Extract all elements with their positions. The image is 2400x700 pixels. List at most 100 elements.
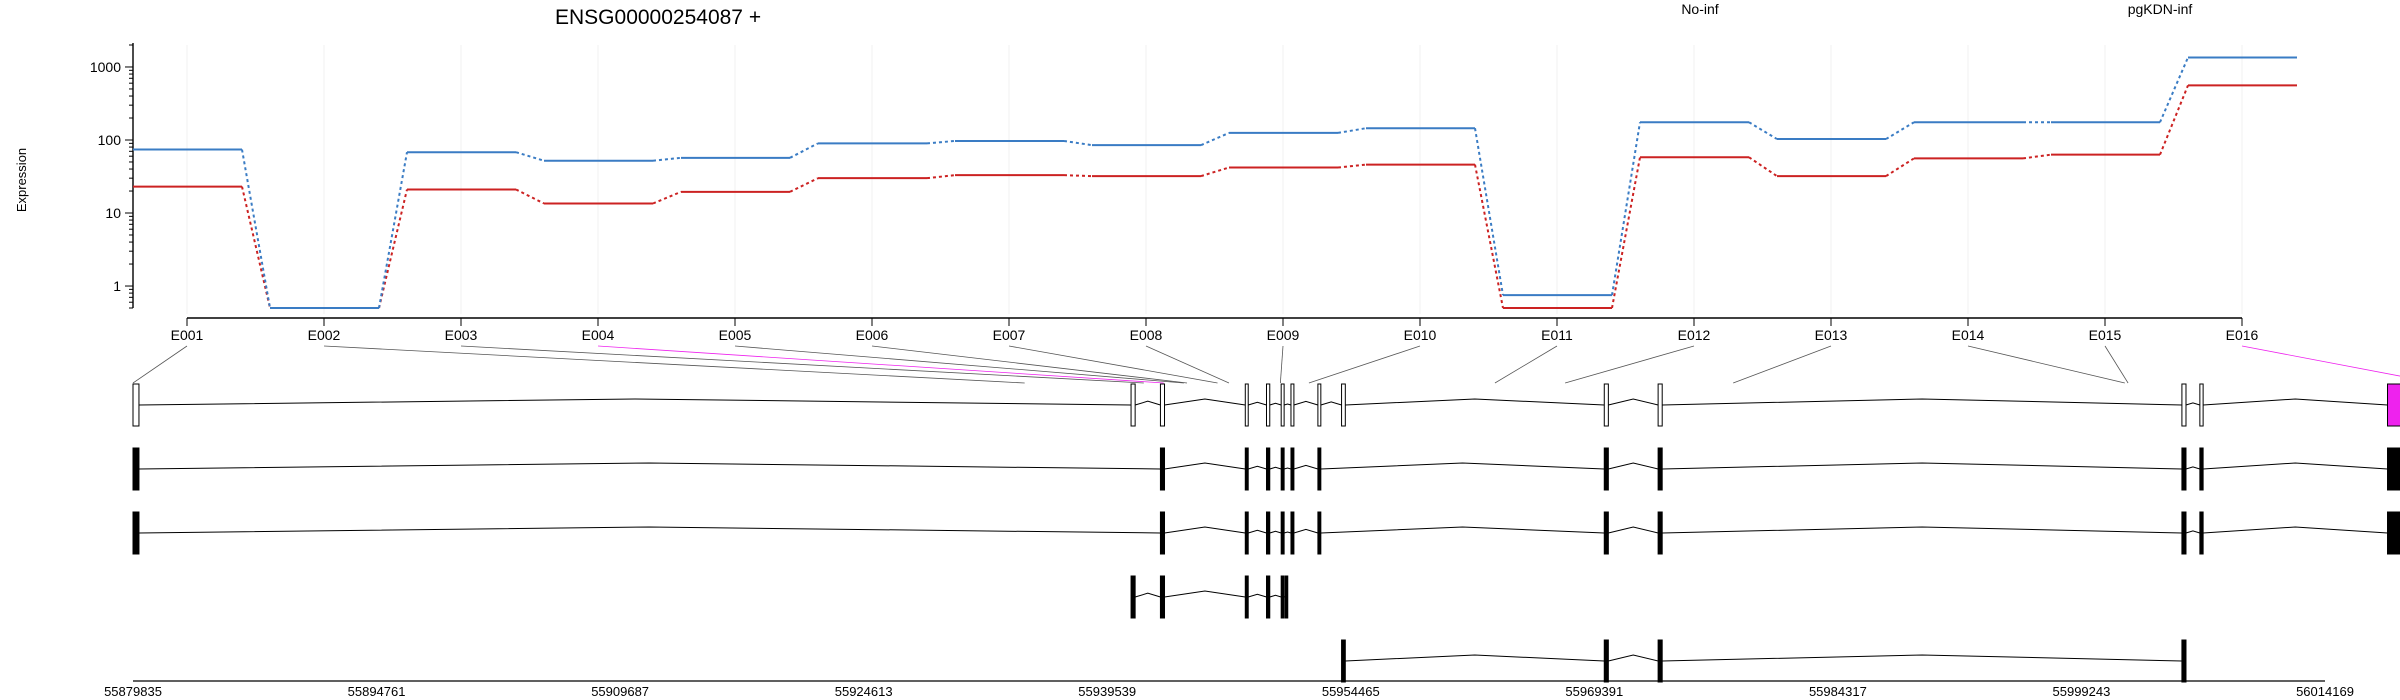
- connector-segment: [789, 177, 819, 193]
- exon-connector: [871, 345, 1188, 384]
- intron: [138, 398, 1132, 406]
- exon-connector: [1279, 345, 1284, 384]
- y-tick-label: 100: [98, 132, 122, 148]
- intron: [1283, 403, 1292, 406]
- x-tick-label: E015: [2089, 327, 2122, 343]
- chart-title: ENSG00000254087 +: [555, 6, 761, 29]
- x-tick-label: E016: [2226, 327, 2259, 343]
- connector-segment: [1885, 121, 1915, 140]
- genomic-tick-label: 55894761: [348, 684, 406, 699]
- exon: [1280, 575, 1285, 619]
- intron: [1248, 529, 1267, 534]
- exon-connector: [132, 345, 188, 384]
- intron: [1134, 592, 1161, 598]
- transcript-models: [132, 383, 2400, 683]
- connector-segment: [1748, 121, 1778, 140]
- exon: [1159, 383, 1166, 427]
- y-tick-label: 1: [113, 278, 121, 294]
- exon-connector: [1967, 345, 2125, 384]
- exon: [2199, 511, 2204, 555]
- intron: [1283, 467, 1292, 470]
- exon: [2199, 383, 2204, 427]
- intron: [1345, 654, 1605, 662]
- connector-segment: [1885, 157, 1915, 177]
- exon: [2387, 511, 2400, 555]
- y-tick-label: 1000: [90, 59, 121, 75]
- genomic-tick-label: 55999243: [2053, 684, 2111, 699]
- exon: [132, 511, 140, 555]
- x-tick-label: E004: [582, 327, 615, 343]
- grid-lines: [186, 45, 2243, 314]
- exon: [132, 383, 140, 427]
- exon: [1657, 511, 1663, 555]
- x-tick-label: E002: [308, 327, 341, 343]
- exon: [1280, 383, 1285, 427]
- genomic-axis: 55879835 55894761 55909687 55924613 55939539…: [104, 680, 2354, 699]
- intron: [1269, 530, 1282, 534]
- intron: [1164, 526, 1246, 534]
- connector-segment: [1200, 166, 1230, 178]
- genomic-tick-label: 55909687: [591, 684, 649, 699]
- exon: [1341, 639, 1346, 683]
- intron: [1269, 594, 1282, 598]
- x-tick-label: E010: [1404, 327, 1437, 343]
- genomic-tick-label: 55924613: [835, 684, 893, 699]
- y-axis-label: Expression: [14, 148, 29, 212]
- intron: [2203, 398, 2388, 406]
- transcript: [132, 511, 2400, 555]
- exon: [2181, 511, 2187, 555]
- series-lines: [133, 56, 2297, 309]
- exon: [1159, 447, 1166, 491]
- exon: [1317, 511, 1322, 555]
- connector-segment: [926, 139, 956, 145]
- connector-segment: [2159, 84, 2189, 156]
- intron: [1320, 401, 1342, 406]
- exon: [1280, 447, 1285, 491]
- series-No-inf: [133, 84, 2297, 309]
- exon: [1130, 575, 1136, 619]
- exon: [1290, 383, 1295, 427]
- legend-entry: No-inf: [1681, 1, 1718, 17]
- intron: [2185, 530, 2201, 534]
- intron: [1248, 593, 1267, 598]
- connector-segment: [652, 156, 682, 162]
- intron: [138, 462, 1161, 470]
- connector-segment: [515, 188, 545, 205]
- connector-segment: [652, 190, 682, 205]
- connector-segment: [1748, 156, 1778, 177]
- exon: [1244, 447, 1249, 491]
- exon: [1317, 383, 1322, 427]
- exon: [1603, 447, 1609, 491]
- exon: [1265, 575, 1271, 619]
- genomic-tick-label: 56014169: [2296, 684, 2354, 699]
- legend-entry: pgKDN-inf: [2128, 1, 2193, 17]
- exon: [1265, 447, 1271, 491]
- intron: [1345, 398, 1605, 406]
- transcript: [132, 447, 2400, 491]
- exon: [2181, 447, 2187, 491]
- intron: [2203, 526, 2388, 534]
- exon-connector: [1308, 345, 1421, 384]
- exon: [1657, 447, 1663, 491]
- intron: [1269, 466, 1282, 470]
- x-tick-label: E003: [445, 327, 478, 343]
- exon: [1265, 383, 1271, 427]
- exon: [2181, 383, 2187, 427]
- intron: [2185, 466, 2201, 470]
- genomic-tick-label: 55984317: [1809, 684, 1867, 699]
- exon: [2181, 639, 2187, 683]
- connector-segment: [2159, 57, 2189, 123]
- intron: [1320, 462, 1605, 470]
- exon: [1130, 383, 1136, 427]
- x-tick-label: E014: [1952, 327, 1985, 343]
- genomic-tick-label: 55879835: [104, 684, 162, 699]
- x-tick-label: E001: [171, 327, 204, 343]
- exon: [1657, 639, 1663, 683]
- transcript: [1341, 639, 2187, 683]
- exon-connector: [1008, 345, 1218, 384]
- connector-segment: [1474, 128, 1504, 296]
- x-tick-label: E012: [1678, 327, 1711, 343]
- exon-connector: [1564, 345, 1695, 384]
- exon: [1265, 511, 1271, 555]
